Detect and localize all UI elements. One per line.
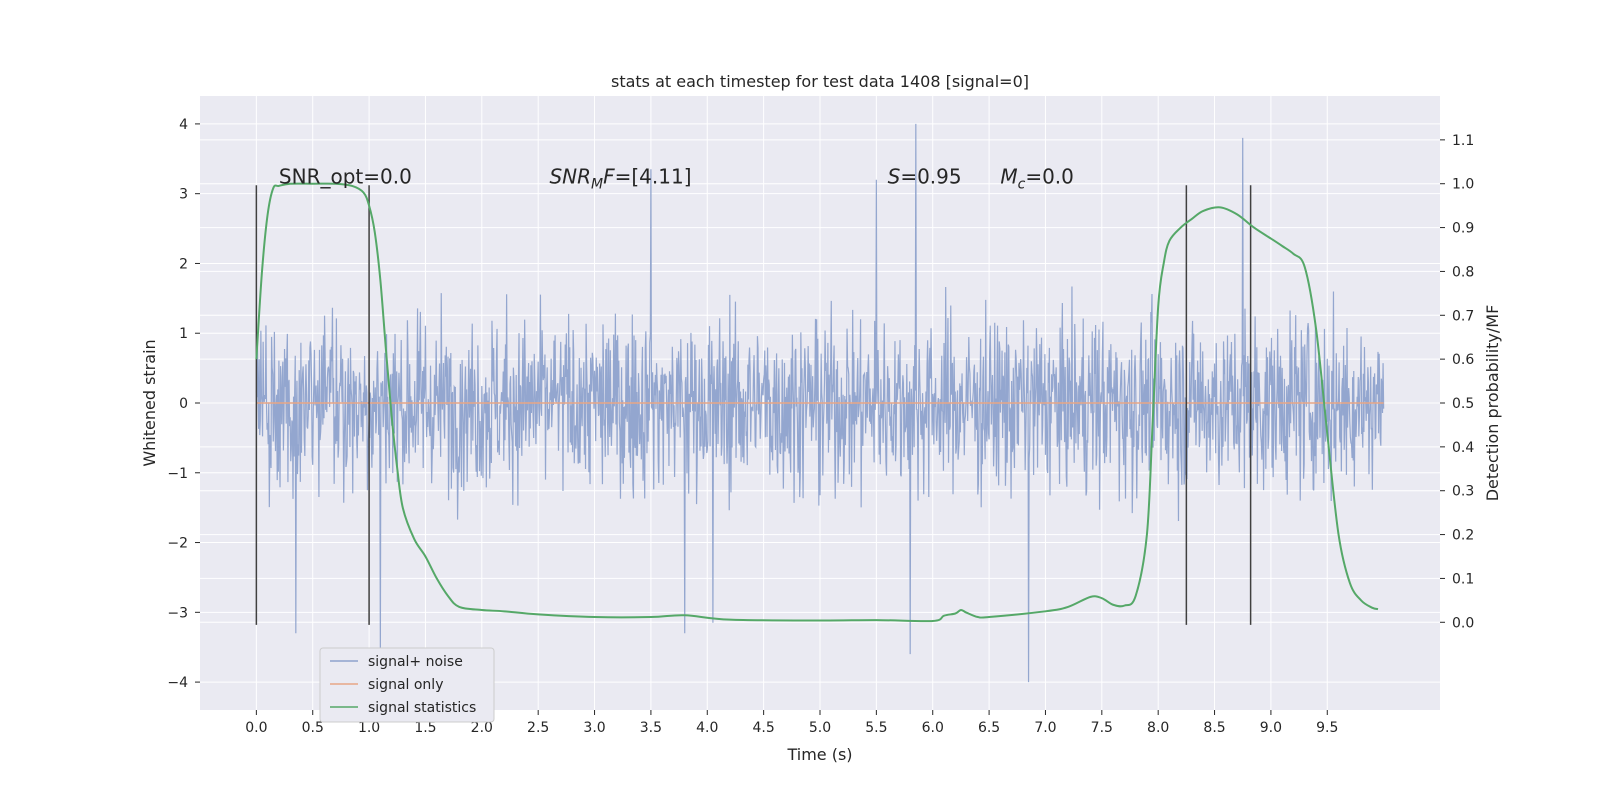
legend-label-statistics: signal statistics [368,700,476,716]
x-tick-label: 9.0 [1260,720,1282,736]
left-y-tick-label: 1 [179,326,188,342]
left-y-tick-label: 0 [179,396,188,412]
right-y-tick-label: 0.3 [1452,484,1474,500]
right-y-tick-label: 0.2 [1452,528,1474,544]
noise-line [255,123,1385,683]
chart-title: stats at each timestep for test data 140… [611,72,1029,91]
vertical-markers [255,185,1252,625]
left-y-tick-label: 2 [179,256,188,272]
x-tick-label: 8.0 [1147,720,1169,736]
right-y-tick-label: 0.8 [1452,264,1474,280]
x-tick-label: 0.5 [302,720,324,736]
left-y-tick-label: −2 [167,536,188,552]
x-tick-label: 1.5 [414,720,436,736]
right-y-axis-ticks: 0.0 0.1 0.2 0.3 0.4 0.5 0.6 0.7 0.8 0.9 1.0 1.1 [1440,133,1474,631]
left-y-tick-label: −4 [167,675,188,691]
x-tick-label: 8.5 [1203,720,1225,736]
annotation-s: S=0.95 [888,164,962,188]
x-tick-label: 4.5 [753,720,775,736]
annotation-mc: Mc=0.0 [1000,164,1074,192]
x-tick-label: 6.5 [978,720,1000,736]
x-tick-label: 5.0 [809,720,831,736]
legend-label-noise: signal+ noise [368,654,463,670]
right-y-tick-label: 0.9 [1452,221,1474,237]
statistics-line [255,182,1379,623]
x-tick-label: 1.0 [358,720,380,736]
signal-statistics-series [255,182,1379,623]
right-y-tick-label: 0.4 [1452,440,1474,456]
right-y-tick-label: 0.7 [1452,308,1474,324]
right-y-tick-label: 0.0 [1452,615,1474,631]
legend: signal+ noise signal only signal statist… [319,647,495,723]
right-y-tick-label: 0.1 [1452,571,1474,587]
signal-noise-series [255,123,1385,683]
annotation-snr-mf: SNRMF=[4.11] [549,164,691,192]
left-y-tick-label: −3 [167,605,188,621]
x-tick-label: 7.5 [1091,720,1113,736]
left-y-axis-ticks: −4 −3 −2 −1 0 1 2 3 4 [167,117,200,691]
x-tick-label: 5.5 [865,720,887,736]
right-y-tick-label: 1.1 [1452,133,1474,149]
x-tick-label: 3.0 [583,720,605,736]
x-tick-label: 9.5 [1316,720,1338,736]
right-y-tick-label: 1.0 [1452,177,1474,193]
legend-box [319,647,495,723]
x-axis-ticks: 0.0 0.5 1.0 1.5 2.0 2.5 3.0 3.5 4.0 4.5 5.0 5.5 6.0 6… [245,710,1338,736]
x-tick-label: 4.0 [696,720,718,736]
left-y-axis-label: Whitened strain [140,339,159,466]
x-tick-label: 2.0 [471,720,493,736]
x-tick-label: 6.0 [922,720,944,736]
x-tick-label: 3.5 [640,720,662,736]
left-y-tick-label: 4 [179,117,188,133]
legend-label-signal: signal only [368,677,443,693]
annotations: SNR_opt=0.0 SNRMF=[4.11] S=0.95 Mc=0.0 [279,164,1074,192]
x-axis-label: Time (s) [786,745,852,764]
annotation-snr-opt: SNR_opt=0.0 [279,164,412,188]
right-y-axis-label: Detection probability/MF [1483,305,1502,502]
left-y-tick-label: 3 [179,187,188,203]
x-tick-label: 7.0 [1034,720,1056,736]
x-tick-label: 2.5 [527,720,549,736]
x-tick-label: 0.0 [245,720,267,736]
right-y-tick-label: 0.6 [1452,352,1474,368]
right-y-tick-label: 0.5 [1452,396,1474,412]
left-y-tick-label: −1 [167,466,188,482]
